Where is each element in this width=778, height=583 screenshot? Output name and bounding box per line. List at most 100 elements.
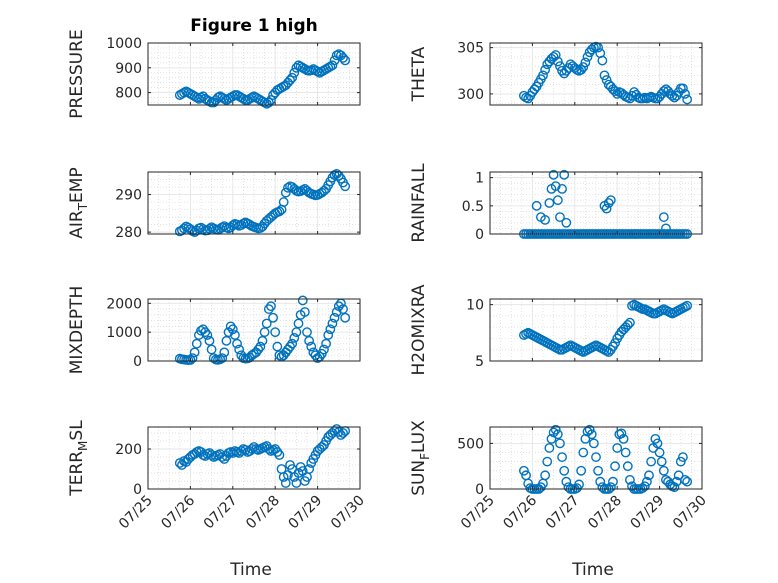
data-point xyxy=(272,341,283,352)
x-tick-label: 07/30 xyxy=(328,493,368,533)
data-point xyxy=(546,433,557,444)
y-axis-label-subscript: M xyxy=(76,441,90,451)
data-point xyxy=(206,344,217,355)
data-point xyxy=(652,438,663,449)
data-point xyxy=(285,75,295,86)
data-point xyxy=(610,338,620,348)
data-point xyxy=(544,198,555,208)
y-axis-label-rest: SL xyxy=(67,420,87,441)
data-point xyxy=(540,470,551,481)
data-point xyxy=(646,456,657,467)
data-point xyxy=(552,56,563,67)
x-tick-label: 07/27 xyxy=(543,493,583,533)
axes-box xyxy=(147,171,361,235)
data-point xyxy=(257,335,268,346)
data-point xyxy=(552,429,563,440)
data-point xyxy=(591,452,601,462)
data-point xyxy=(312,66,323,77)
data-point xyxy=(654,447,665,458)
x-tick-label: 07/25 xyxy=(458,493,498,533)
series-pressure xyxy=(174,49,351,109)
data-point xyxy=(179,223,189,234)
y-tick-label: 280 xyxy=(115,225,142,241)
x-tick-label: 07/28 xyxy=(243,493,283,533)
data-point xyxy=(601,203,612,214)
y-axis-label-main: TERR xyxy=(67,451,87,497)
data-point xyxy=(278,197,289,207)
data-point xyxy=(340,55,351,66)
y-axis-label-subscript: F xyxy=(418,453,432,460)
x-tick-label: 07/29 xyxy=(628,493,668,533)
data-point xyxy=(213,92,223,103)
data-point xyxy=(620,447,631,458)
data-point xyxy=(327,318,338,329)
data-point xyxy=(582,51,593,62)
series-terr_msl xyxy=(174,424,351,488)
data-point xyxy=(289,333,300,343)
data-point xyxy=(306,341,317,352)
data-point xyxy=(557,184,567,194)
subplot-h2omixra: 5 10 H2OMIXRA xyxy=(409,284,703,376)
series-mixdepth xyxy=(174,295,351,366)
axes-box xyxy=(489,171,703,235)
data-point xyxy=(603,198,614,208)
x-tick-label: 07/26 xyxy=(500,492,540,532)
y-tick-label: 0 xyxy=(475,227,484,243)
data-point xyxy=(658,465,669,476)
data-point xyxy=(561,217,572,228)
data-point xyxy=(253,344,264,355)
data-point xyxy=(299,307,310,317)
data-point xyxy=(287,338,298,349)
data-point xyxy=(531,200,542,211)
y-axis-label-main: AIR xyxy=(67,210,87,239)
y-axis-label: AIRTEMP xyxy=(67,167,90,238)
data-point xyxy=(274,350,285,361)
data-point xyxy=(680,88,690,99)
y-tick-label: 200 xyxy=(115,442,142,458)
data-point xyxy=(586,429,597,440)
data-point xyxy=(340,312,351,323)
y-axis-label-main: THETA xyxy=(409,46,429,102)
x-tick-label: 07/29 xyxy=(286,493,326,533)
data-point xyxy=(283,182,293,193)
axes-box xyxy=(147,426,361,490)
data-point xyxy=(588,438,599,449)
data-point xyxy=(202,330,213,340)
axes-box xyxy=(147,42,361,106)
y-axis-label-main: MIXDEPTH xyxy=(67,286,87,375)
data-point xyxy=(325,324,336,335)
data-point xyxy=(310,350,321,361)
data-point xyxy=(185,355,196,365)
data-point xyxy=(622,461,633,472)
subplot-mixdepth: 0 1000 2000 MIXDEPTH xyxy=(67,286,361,375)
data-point xyxy=(557,452,567,462)
subplot-air_temp: 280 290 AIRTEMP xyxy=(67,167,361,241)
data-point xyxy=(576,64,587,75)
data-point xyxy=(268,312,278,323)
x-tick-label: 07/28 xyxy=(585,493,625,533)
data-point xyxy=(304,335,315,346)
data-point xyxy=(285,341,295,352)
data-point xyxy=(625,474,635,485)
data-point xyxy=(333,427,344,437)
data-point xyxy=(331,50,342,61)
data-point xyxy=(680,474,690,485)
y-tick-label: 305 xyxy=(457,41,484,57)
data-point xyxy=(618,433,629,444)
data-point xyxy=(274,206,285,217)
data-point xyxy=(578,447,589,458)
y-tick-label: 0.5 xyxy=(462,199,484,215)
data-point xyxy=(658,212,669,222)
data-point xyxy=(232,338,242,349)
data-point xyxy=(555,212,565,222)
data-point xyxy=(656,456,667,467)
data-point xyxy=(661,223,671,234)
data-point xyxy=(204,335,215,346)
data-point xyxy=(266,301,276,312)
data-point xyxy=(597,55,608,66)
data-point xyxy=(519,465,529,476)
y-axis-label-rest: LUX xyxy=(409,420,429,453)
data-point xyxy=(599,70,610,81)
data-point xyxy=(259,327,270,338)
